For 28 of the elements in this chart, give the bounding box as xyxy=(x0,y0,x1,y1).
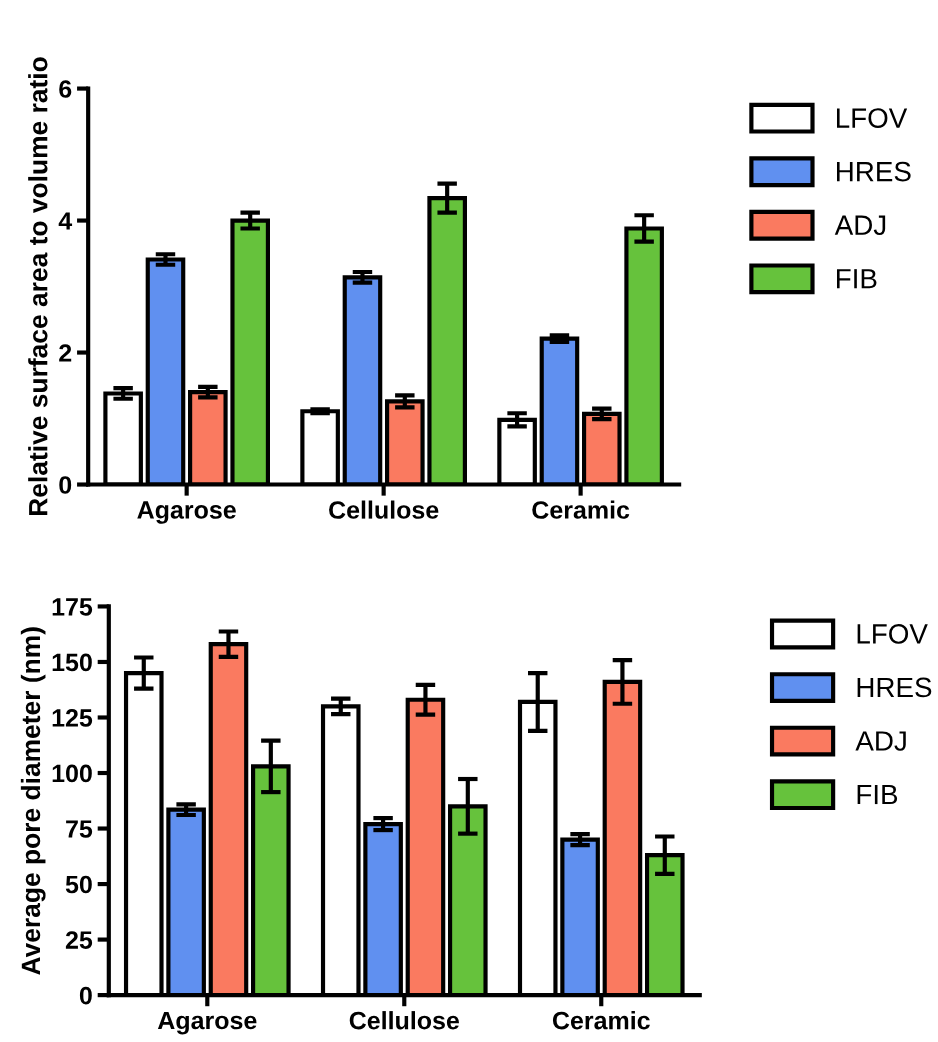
y-tick-label: 2 xyxy=(59,344,72,362)
x-tick-label: Ceramic xyxy=(532,500,630,519)
x-tick-label: Agarose xyxy=(157,1011,257,1035)
legend-label: HRES xyxy=(837,161,911,182)
y-tick-label: 75 xyxy=(66,820,93,838)
y-axis-title: Relative surface area to volume ratio xyxy=(28,57,48,516)
legend-label: LFOV xyxy=(857,624,928,644)
y-tick-label: 50 xyxy=(65,875,92,894)
y-tick-label: 175 xyxy=(52,598,93,616)
y-tick-label: 150 xyxy=(52,653,92,672)
legend-label: FIB xyxy=(857,784,898,805)
legend-label: LFOV xyxy=(837,108,908,128)
y-tick-label: 100 xyxy=(52,764,92,783)
legend-label: HRES xyxy=(857,677,932,698)
y-tick-label: 0 xyxy=(59,476,72,494)
x-tick-label: Cellulose xyxy=(349,1011,459,1030)
y-tick-label: 125 xyxy=(52,709,93,727)
legend-label: ADJ xyxy=(855,731,906,751)
y-tick-label: 6 xyxy=(59,80,72,98)
y-axis-title: Average pore diameter (nm) xyxy=(20,627,46,975)
legend-label: ADJ xyxy=(834,215,886,235)
legend-label: FIB xyxy=(837,269,877,289)
x-tick-label: Cellulose xyxy=(329,500,439,519)
y-tick-label: 4 xyxy=(58,212,73,230)
y-tick-label: 0 xyxy=(79,986,92,1005)
x-tick-label: Ceramic xyxy=(552,1011,650,1030)
x-tick-label: Agarose xyxy=(137,501,236,524)
y-tick-label: 25 xyxy=(65,931,93,949)
